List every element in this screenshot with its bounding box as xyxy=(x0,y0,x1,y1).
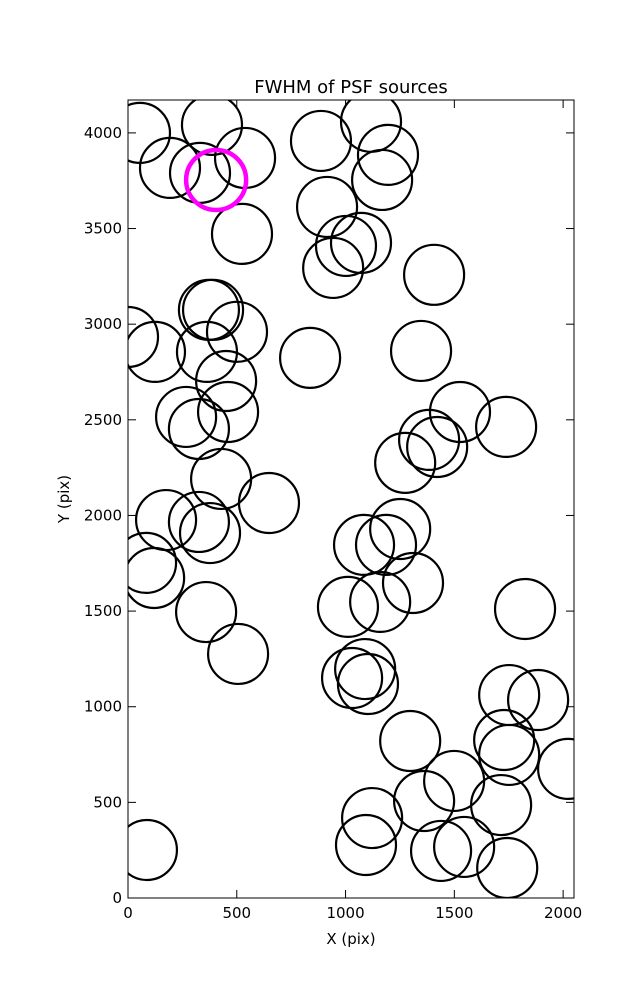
psf-source-circle xyxy=(128,320,187,384)
y-tick-label: 2500 xyxy=(84,411,122,429)
psf-source-circle xyxy=(389,319,453,383)
psf-source-circle xyxy=(175,580,238,644)
x-tick-label: 1500 xyxy=(435,904,473,922)
psf-source-circle xyxy=(478,723,541,787)
chart-title: FWHM of PSF sources xyxy=(254,77,448,98)
psf-source-circle xyxy=(180,100,244,156)
psf-source-circle xyxy=(403,243,466,306)
psf-source-circle xyxy=(128,531,178,594)
psf-source-circle xyxy=(406,415,469,479)
psf-source-circle xyxy=(278,326,342,389)
psf-source-circle xyxy=(302,236,365,300)
psf-source-circle xyxy=(336,652,400,716)
psf-source-circle xyxy=(393,769,456,833)
y-tick-label: 0 xyxy=(112,889,122,907)
psf-source-circle xyxy=(210,202,274,265)
x-tick-label: 1000 xyxy=(326,904,364,922)
x-tick-label: 0 xyxy=(123,904,133,922)
psf-source-circle xyxy=(507,668,570,732)
psf-source-circle xyxy=(196,380,260,444)
psf-source-circle xyxy=(354,513,418,577)
psf-source-circle xyxy=(339,100,403,153)
y-tick-label: 3000 xyxy=(84,315,122,333)
psf-source-circle xyxy=(289,109,353,173)
psf-source-circle xyxy=(128,818,179,882)
psf-source-circle xyxy=(334,813,398,877)
psf-source-circle xyxy=(374,431,437,494)
psf-source-circle xyxy=(379,709,442,773)
psf-source-circle xyxy=(138,136,202,200)
x-axis-label: X (pix) xyxy=(326,930,375,948)
psf-source-circle xyxy=(128,305,160,369)
psf-source-circle xyxy=(332,513,396,577)
psf-source-circle xyxy=(470,773,533,837)
psf-source-circle xyxy=(351,148,414,212)
psf-source-circle xyxy=(493,577,557,641)
psf-source-circle xyxy=(167,490,231,554)
psf-source-circle xyxy=(537,737,574,800)
psf-source-circle xyxy=(154,385,218,449)
psf-source-circle xyxy=(433,815,496,879)
plot-frame xyxy=(127,99,575,899)
psf-source-circle xyxy=(320,646,384,710)
psf-source-circle xyxy=(398,408,461,471)
psf-source-circle xyxy=(356,123,420,186)
psf-source-circle xyxy=(206,622,270,686)
psf-source-circle xyxy=(314,214,378,278)
axis-ticks: 0 500 1000 1500 2000 0 500 1000 1500 2000 2500 3000… xyxy=(84,100,582,922)
psf-source-circle xyxy=(178,501,242,565)
highlighted-source-circle xyxy=(183,147,249,213)
psf-source-circle xyxy=(475,395,538,458)
psf-source-circle xyxy=(295,175,359,239)
x-tick-label: 500 xyxy=(222,904,251,922)
psf-source-circle xyxy=(349,570,412,634)
plot-area xyxy=(128,100,574,898)
y-tick-label: 2000 xyxy=(84,506,122,524)
psf-source-circle xyxy=(190,447,253,511)
psf-source-circle xyxy=(341,786,404,850)
psf-source-circle xyxy=(181,278,245,341)
psf-source-circle xyxy=(369,497,432,561)
x-tick-label: 2000 xyxy=(544,904,582,922)
psf-source-circle xyxy=(409,819,473,883)
psf-source-circle xyxy=(329,211,393,274)
y-tick-label: 4000 xyxy=(84,124,122,142)
y-tick-label: 3500 xyxy=(84,220,122,238)
psf-source-circle xyxy=(381,551,445,615)
psf-source-circle xyxy=(205,300,269,363)
psf-source-circle xyxy=(237,471,301,535)
y-tick-label: 500 xyxy=(93,793,122,811)
psf-source-circle xyxy=(195,349,258,413)
psf-source-circle xyxy=(177,278,241,341)
y-tick-label: 1500 xyxy=(84,602,122,620)
y-axis-label: Y (pix) xyxy=(55,475,73,524)
psf-source-circle xyxy=(128,546,186,610)
y-tick-label: 1000 xyxy=(84,698,122,716)
psf-source-circle xyxy=(316,575,380,638)
